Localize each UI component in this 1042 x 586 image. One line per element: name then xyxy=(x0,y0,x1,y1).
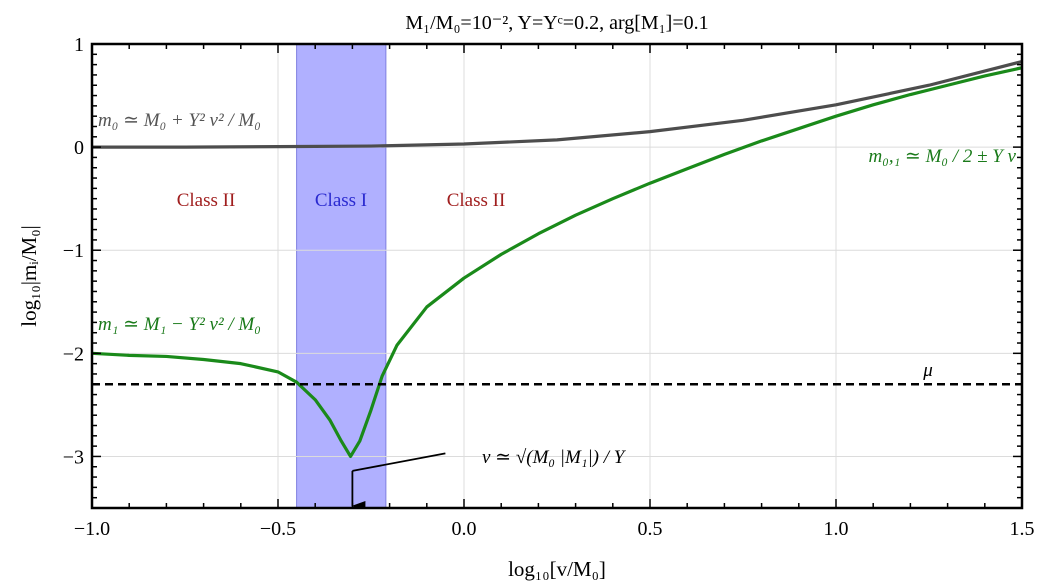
series-layer xyxy=(92,59,1022,508)
m0-equation: m₀ ≃ M₀ + Y² v² / M₀ xyxy=(98,110,261,131)
m01-equation: m₀,₁ ≃ M₀ / 2 ± Y v xyxy=(869,146,1017,167)
m0-curve xyxy=(92,59,1022,149)
v-arrow-leader xyxy=(352,452,446,472)
x-tick-label: 0.5 xyxy=(638,518,663,540)
class-one-label: Class I xyxy=(315,190,367,211)
x-tick-label: −0.5 xyxy=(260,518,296,540)
ticks: −1.0 −0.5 0.0 0.5 1.0 1.5 1 0 −1 −2 −3 xyxy=(63,34,1035,540)
class-one-band xyxy=(296,43,387,509)
y-tick-label: 1 xyxy=(74,34,84,56)
x-tick-label: −1.0 xyxy=(74,518,110,540)
x-axis-title: log₁₀[v/M₀] xyxy=(508,557,606,581)
y-tick-label: 0 xyxy=(74,137,84,159)
m1-m01-curve xyxy=(92,66,1022,459)
plot-frame xyxy=(90,42,1024,510)
x-tick-label: 1.5 xyxy=(1010,518,1035,540)
class-two-left-label: Class II xyxy=(177,190,236,211)
class-two-right-label: Class II xyxy=(447,190,506,211)
class-one-band-rect xyxy=(296,43,387,509)
m1-equation: m₁ ≃ M₁ − Y² v² / M₀ xyxy=(98,314,261,335)
y-tick-label: −3 xyxy=(63,446,84,468)
y-tick-label: −1 xyxy=(63,240,84,262)
mu-label: μ xyxy=(922,360,933,381)
chart-title: M₁/M₀=10⁻², Y=Yᶜ=0.2, arg[M₁]=0.1 xyxy=(405,12,708,34)
x-tick-label: 0.0 xyxy=(452,518,477,540)
x-tick-label: 1.0 xyxy=(824,518,849,540)
y-axis-title: log₁₀|mᵢ/M₀| xyxy=(17,225,41,326)
y-tick-label: −2 xyxy=(63,343,84,365)
v-equation: v ≃ √(M₀ |M₁|) / Y xyxy=(482,447,627,468)
